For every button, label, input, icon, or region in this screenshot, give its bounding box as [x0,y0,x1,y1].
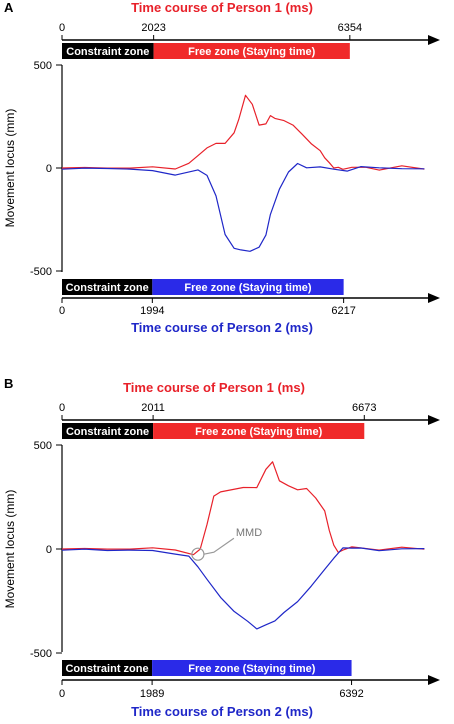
constraint-zone-label: Constraint zone [66,282,149,294]
bottom-axis-title: Time course of Person 2 (ms) [131,320,313,335]
free-zone-bar [153,423,365,439]
series-line-person-2 [61,162,425,252]
y-axis-label: Movement locus (mm) [3,109,17,228]
chart-a: 0 2023 6354 Constraint zone Free zone (Stayi… [30,22,440,335]
free-zone-label: Free zone (Staying time) [188,46,315,58]
top-axis-tick-label: 6673 [352,402,376,414]
bottom-axis-title: Time course of Person 2 (ms) [131,704,313,719]
top-axis-arrow [428,415,440,425]
free-zone-label: Free zone (Staying time) [188,663,315,675]
top-axis-tick-label: 0 [59,22,65,34]
panel-a: A Time course of Person 1 (ms) Movement … [3,0,440,335]
chart-b: 0 2011 6673 Constraint zone Free zone (Stayi… [30,402,440,719]
y-axis-tick-label: 500 [34,60,52,72]
constraint-zone-bar [62,423,154,439]
top-axis-tick-label: 0 [59,402,65,414]
series-line-person-1 [61,94,425,171]
series-line-person-2 [61,547,425,630]
series-line-person-1 [61,461,425,556]
y-axis-label: Movement locus (mm) [3,490,17,609]
constraint-zone-label: Constraint zone [65,663,148,675]
y-axis-tick-label: 500 [34,440,52,452]
bottom-axis-tick-label: 6217 [331,305,355,317]
constraint-zone-label: Constraint zone [66,46,149,58]
top-axis-tick-label: 6354 [338,22,362,34]
annotation-label: MMD [236,527,262,539]
y-axis-tick-label: -500 [30,266,52,278]
free-zone-bar [152,660,352,676]
free-zone-label: Free zone (Staying time) [195,426,322,438]
constraint-zone-bar [62,279,153,295]
top-axis-title: Time course of Person 1 (ms) [123,380,305,395]
panel-label: A [4,0,14,15]
y-axis-tick-label: 0 [46,544,52,556]
bottom-axis-tick-label: 0 [59,688,65,700]
bottom-axis-arrow [428,293,440,303]
panel-label: B [4,376,13,391]
constraint-zone-bar [62,43,154,59]
y-axis-tick-label: 0 [46,163,52,175]
top-axis-tick-label: 2023 [141,22,165,34]
free-zone-label: Free zone (Staying time) [184,282,311,294]
constraint-zone-bar [62,660,153,676]
top-axis-title: Time course of Person 1 (ms) [131,0,313,15]
top-axis-arrow [428,35,440,45]
constraint-zone-label: Constraint zone [66,426,149,438]
bottom-axis-tick-label: 1994 [140,305,164,317]
bottom-axis-arrow [428,675,440,685]
mmd-leader [203,537,235,555]
bottom-axis-tick-label: 0 [59,305,65,317]
top-axis-tick-label: 2011 [141,402,165,414]
panel-b: B Time course of Person 1 (ms) Movement … [3,376,440,719]
free-zone-bar [152,279,344,295]
bottom-axis-tick-label: 1989 [140,688,164,700]
bottom-axis-tick-label: 6392 [339,688,363,700]
free-zone-bar [153,43,350,59]
y-axis-tick-label: -500 [30,648,52,660]
